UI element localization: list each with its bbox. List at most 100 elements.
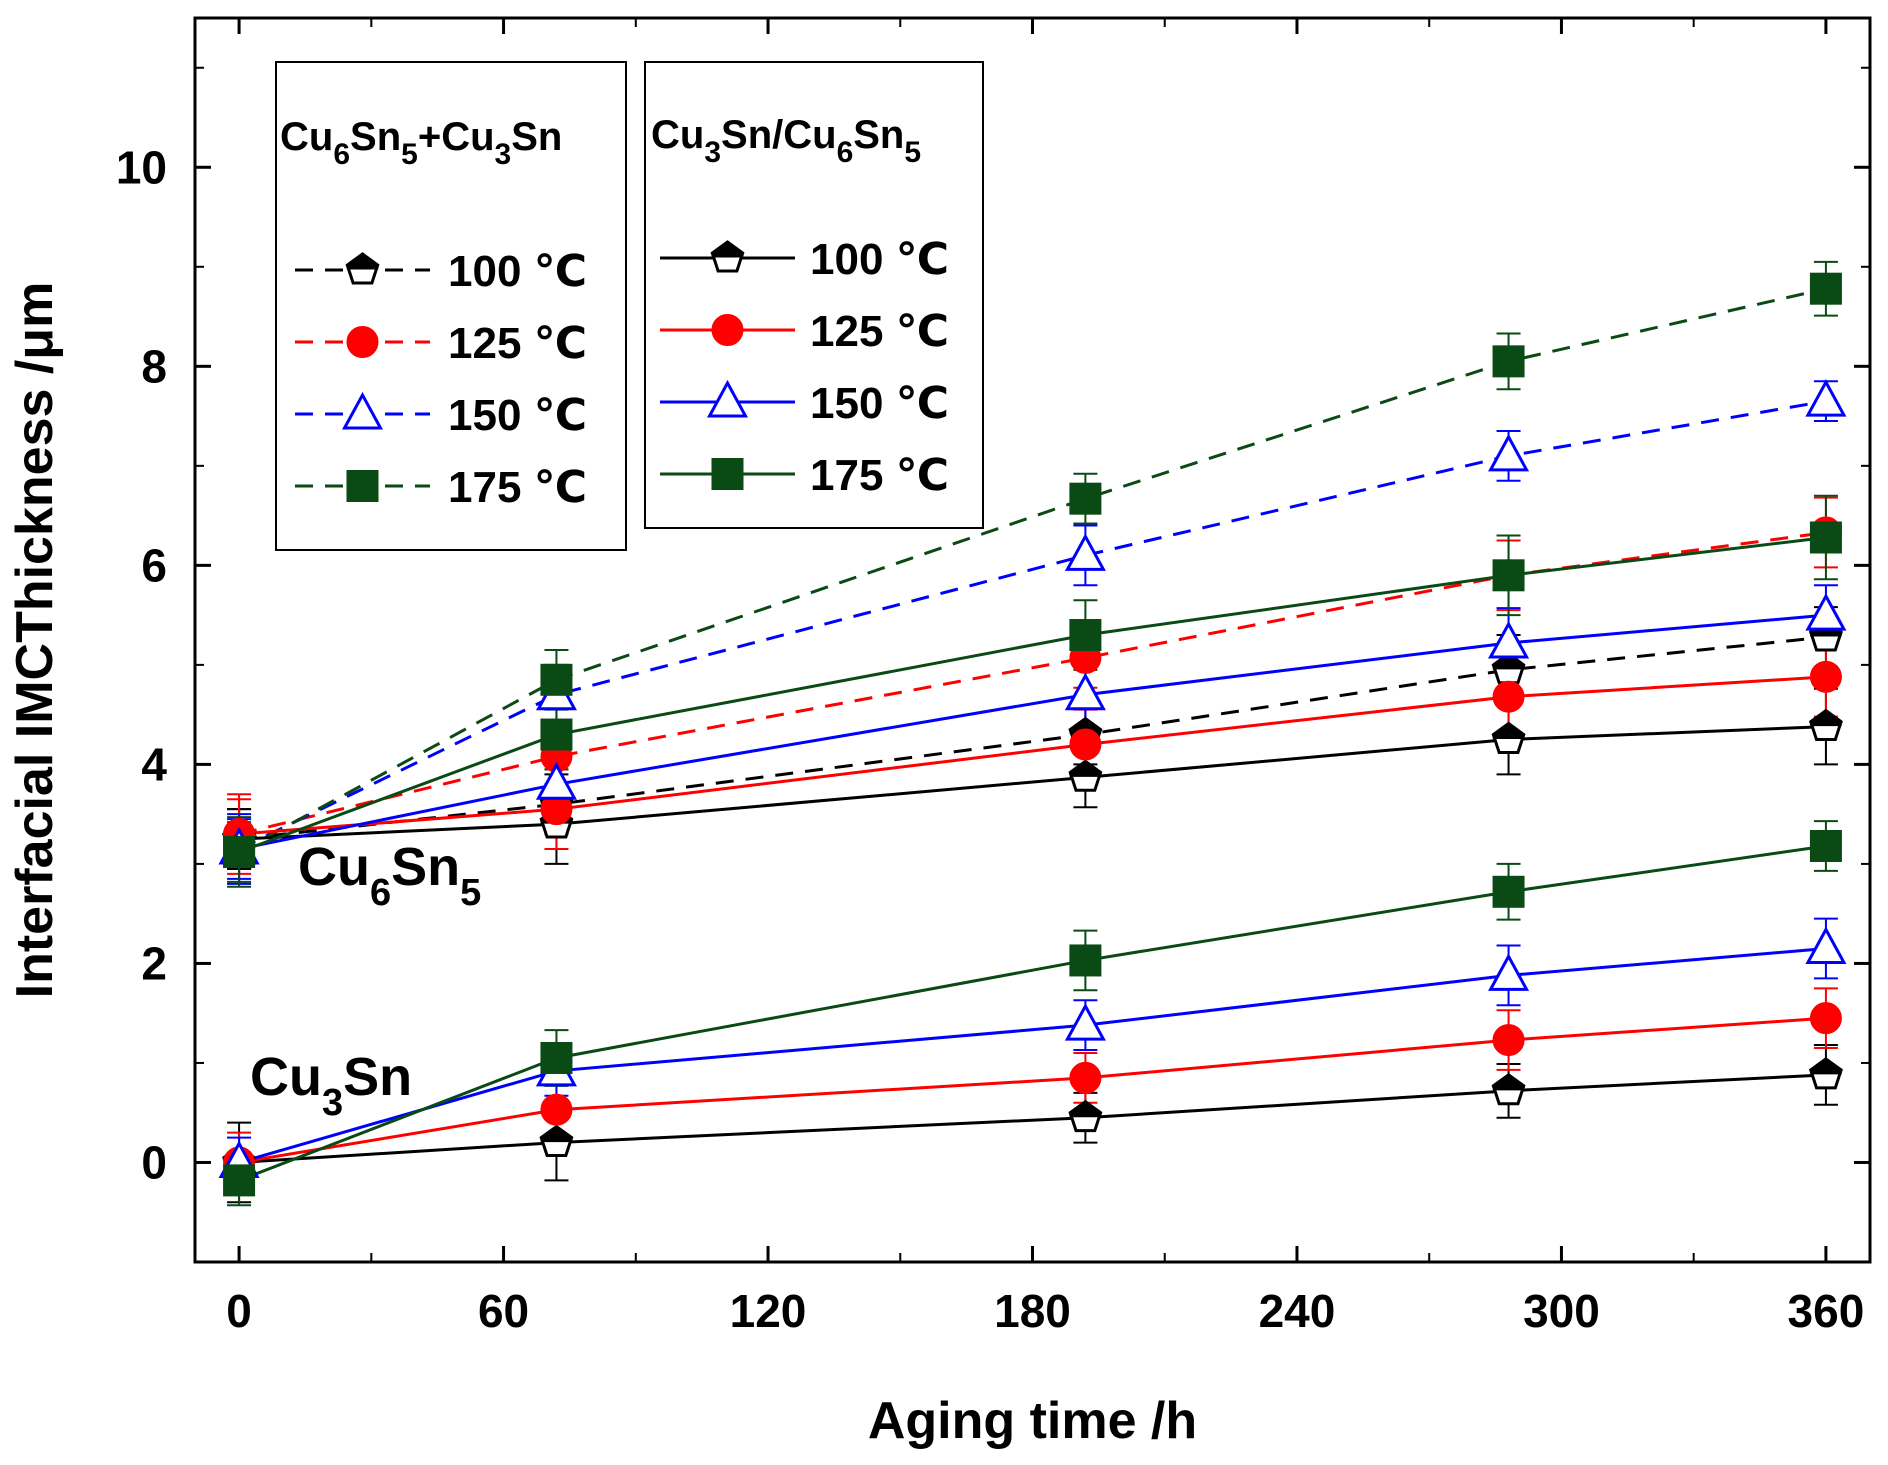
legend-left-header-part: Sn — [511, 115, 562, 159]
legend-marker — [706, 379, 749, 418]
data-point — [1064, 533, 1106, 571]
legend-label: 175 ℃ — [448, 463, 587, 512]
legend-right-header-part: Sn/Cu — [721, 113, 837, 157]
y-tick-label: 0 — [141, 1136, 167, 1188]
data-point — [1068, 1099, 1103, 1133]
annotation-cu3sn-part: Cu — [250, 1047, 322, 1107]
data-point — [1069, 619, 1102, 652]
data-point — [540, 663, 573, 696]
x-tick-label: 0 — [226, 1285, 252, 1337]
legend-right-header-subscript: 3 — [704, 136, 721, 169]
data-point — [1488, 620, 1530, 659]
legend-right-header-subscript: 5 — [904, 136, 921, 169]
series-line — [238, 287, 1827, 854]
series-line — [238, 531, 1827, 836]
pentagon-fill — [1492, 653, 1525, 670]
data-point — [1069, 1061, 1102, 1094]
legend-label: 125 ℃ — [810, 307, 949, 356]
x-axis-title: Aging time /h — [868, 1392, 1197, 1450]
x-tick-label: 180 — [994, 1285, 1071, 1337]
y-tick-label: 8 — [141, 340, 167, 392]
data-point — [1492, 875, 1525, 908]
data-point — [1805, 926, 1847, 965]
pentagon-fill — [1810, 709, 1842, 727]
legend-item: 100 ℃ — [660, 235, 949, 284]
data-point — [540, 1041, 573, 1074]
y-tick-label: 2 — [141, 937, 167, 989]
legend-left-header-part: Cu — [280, 115, 333, 159]
data-point — [1809, 830, 1842, 863]
legend-left-header-subscript: 5 — [401, 138, 418, 171]
pentagon-fill — [1069, 760, 1102, 777]
series-line — [238, 399, 1827, 851]
pentagon-fill — [711, 241, 744, 258]
data-point — [540, 1093, 573, 1126]
data-point — [539, 1124, 574, 1158]
data-point — [1488, 433, 1530, 472]
annotation-cu3sn-part: Sn — [343, 1047, 412, 1107]
y-tick-label: 10 — [116, 141, 167, 193]
data-point — [535, 762, 577, 800]
data-point — [1809, 1002, 1842, 1035]
data-point — [1488, 953, 1530, 991]
legend-marker — [346, 326, 379, 358]
data-point — [1809, 521, 1842, 554]
x-tick-label: 240 — [1259, 1285, 1336, 1337]
pentagon-fill — [1810, 1058, 1842, 1075]
y-tick-label: 6 — [141, 539, 167, 591]
pentagon-fill — [540, 1125, 573, 1143]
data-point — [1491, 1072, 1526, 1106]
data-point — [1491, 721, 1526, 754]
legend-marker — [710, 240, 745, 273]
data-point — [223, 1164, 256, 1197]
legend-item: 125 ℃ — [660, 307, 949, 356]
annotation-cu3sn-subscript: 3 — [322, 1082, 343, 1124]
legend-right-header-part: Sn — [853, 113, 904, 157]
legend-marker — [711, 458, 744, 490]
legend-label: 175 ℃ — [810, 451, 949, 500]
pentagon-fill — [1492, 722, 1525, 740]
legend-right-header: Cu3Sn/Cu6Sn5 — [651, 113, 921, 169]
data-point — [1805, 379, 1847, 417]
legend-marker — [345, 252, 380, 285]
annotation-cu6sn5-subscript: 5 — [460, 872, 481, 914]
legend-item: 150 ℃ — [295, 391, 587, 440]
x-tick-label: 60 — [478, 1285, 529, 1337]
annotation-cu6sn5: Cu6Sn5 — [298, 837, 481, 914]
legend-left-header-part: Sn — [350, 115, 401, 159]
data-point — [1492, 559, 1525, 592]
data-point — [1069, 482, 1102, 515]
annotation-cu6sn5-subscript: 6 — [370, 872, 391, 914]
data-markers — [218, 272, 1847, 1197]
pentagon-fill — [1069, 1101, 1102, 1118]
data-point — [1492, 1024, 1525, 1057]
legend-label: 100 ℃ — [810, 235, 949, 284]
legend-left-header-part: +Cu — [418, 115, 495, 159]
data-point — [1809, 660, 1842, 693]
legend-left-header-subscript: 3 — [495, 138, 512, 171]
x-tick-label: 360 — [1788, 1285, 1865, 1337]
x-tick-label: 300 — [1523, 1285, 1600, 1337]
legend-label: 150 ℃ — [810, 379, 949, 428]
data-point — [1808, 708, 1843, 742]
x-tick-label: 120 — [730, 1285, 807, 1337]
annotation-cu6sn5-part: Sn — [391, 837, 460, 897]
legend-item: 150 ℃ — [660, 379, 949, 428]
legend-marker — [346, 470, 379, 502]
data-point — [1491, 652, 1526, 685]
legend-left-header-subscript: 6 — [333, 138, 350, 171]
legend-item: 175 ℃ — [295, 463, 587, 512]
legend-item: 100 ℃ — [295, 247, 587, 296]
annotation-cu3sn: Cu3Sn — [250, 1047, 412, 1124]
data-point — [1809, 272, 1842, 305]
y-tick-label: 4 — [141, 738, 167, 790]
pentagon-fill — [346, 253, 379, 270]
pentagon-fill — [1492, 1074, 1525, 1091]
legend-marker — [711, 314, 744, 346]
legend-left-box — [275, 61, 627, 551]
legend-label: 125 ℃ — [448, 319, 587, 368]
data-point — [1808, 1057, 1843, 1090]
data-point — [1805, 592, 1847, 631]
